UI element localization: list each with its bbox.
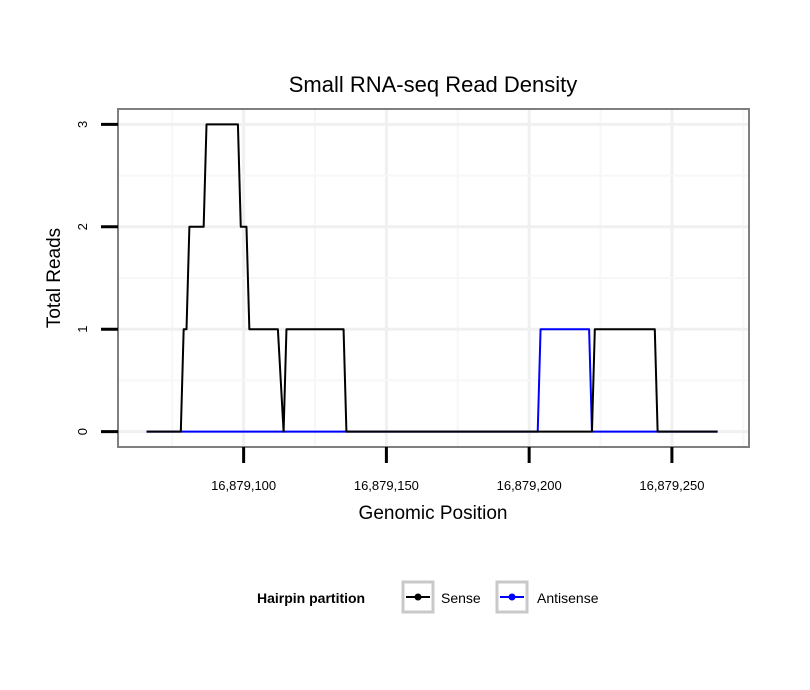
grid-layer [118, 109, 749, 447]
x-tick-label: 16,879,150 [354, 478, 419, 493]
axis-layer: 16,879,100 16,879,150 16,879,200 16,879,250… [75, 121, 704, 493]
legend-label-sense: Sense [441, 590, 481, 606]
y-tick-label: 2 [75, 223, 90, 230]
legend-label-antisense: Antisense [537, 590, 599, 606]
legend-dot-antisense [509, 594, 516, 601]
y-axis-title: Total Reads [44, 228, 65, 328]
legend-dot-sense [415, 594, 422, 601]
x-axis-title: Genomic Position [359, 503, 508, 524]
legend: Hairpin partition Sense Antisense [257, 582, 599, 612]
x-tick-label: 16,879,100 [211, 478, 276, 493]
legend-title: Hairpin partition [257, 590, 365, 606]
y-tick-label: 0 [75, 428, 90, 435]
x-tick-label: 16,879,200 [497, 478, 562, 493]
chart-title: Small RNA-seq Read Density [289, 72, 578, 97]
y-tick-label: 3 [75, 121, 90, 128]
y-tick-label: 1 [75, 326, 90, 333]
chart: Small RNA-seq Read Density 16,879,100 16,… [0, 0, 810, 690]
x-tick-label: 16,879,250 [639, 478, 704, 493]
